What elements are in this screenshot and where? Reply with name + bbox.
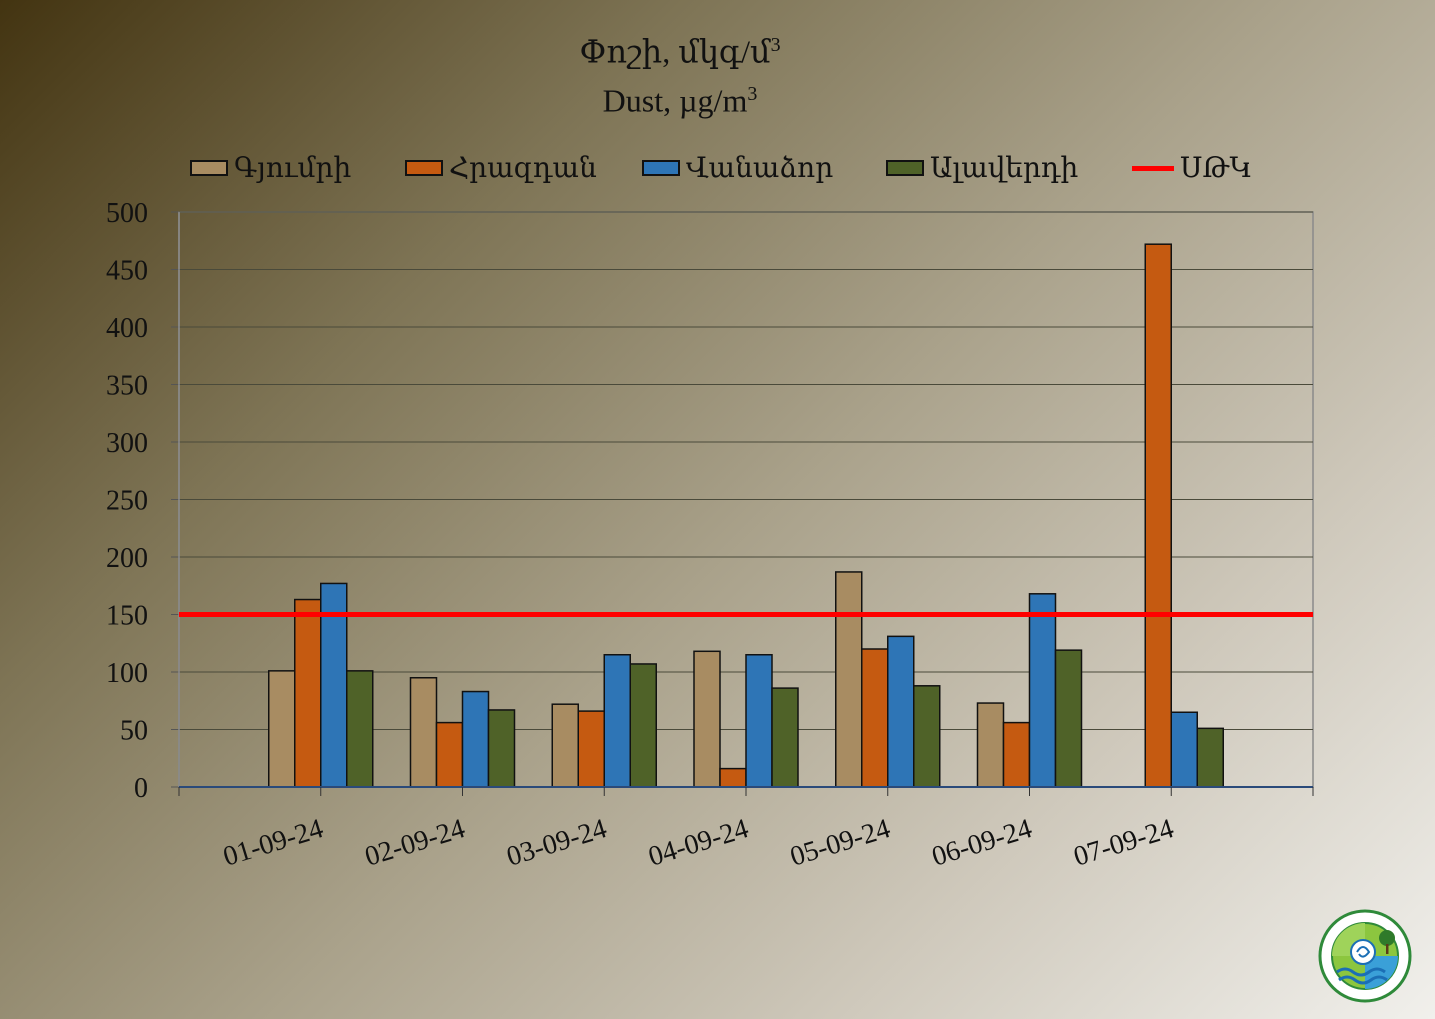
- y-tick-label: 350: [106, 371, 148, 402]
- legend-item-alaverdi: Ալավերդի: [886, 150, 1078, 186]
- bar: [913, 685, 941, 788]
- chart-title-armenian: Փոշի, մկգ/մ3: [579, 33, 781, 70]
- y-tick-label: 200: [106, 543, 148, 574]
- x-tick-label: 06-09-24: [928, 813, 1035, 873]
- bar: [409, 677, 438, 788]
- bar: [719, 767, 747, 788]
- chart-title-english: Dust, µg/m3: [602, 82, 758, 119]
- x-tick-label: 05-09-24: [787, 813, 894, 873]
- bar: [745, 654, 773, 788]
- bar: [887, 635, 915, 788]
- bar: [1002, 721, 1031, 788]
- x-tick-label: 03-09-24: [503, 813, 610, 873]
- bar: [346, 670, 374, 788]
- bar: [435, 721, 464, 788]
- bar: [461, 690, 490, 788]
- bar: [693, 650, 721, 788]
- bar: [861, 648, 889, 788]
- y-tick-label: 250: [106, 486, 148, 517]
- bar: [268, 670, 296, 788]
- x-tick-label: 01-09-24: [220, 813, 327, 873]
- bar: [487, 709, 516, 788]
- bar: [551, 703, 579, 788]
- legend-label-alaverdi: Ալավերդի: [930, 153, 1079, 184]
- legend-label-limit: ՍԹԿ: [1180, 153, 1252, 184]
- legend-label-gyumri: Գյումրի: [234, 153, 352, 184]
- bar: [629, 663, 657, 788]
- bar: [603, 654, 631, 788]
- x-tick-label: 02-09-24: [361, 813, 468, 873]
- chart-legend: Գյումրի Հրազդան Վանաձոր Ալավերդի ՍԹԿ: [0, 150, 1435, 186]
- legend-label-vanadzor: Վանաձոր: [686, 153, 834, 184]
- monitoring-center-logo: [1318, 909, 1412, 1003]
- bar: [1170, 711, 1198, 788]
- bar: [294, 598, 322, 788]
- legend-swatch-alaverdi: [886, 160, 924, 176]
- y-tick-label: 300: [106, 428, 148, 459]
- y-tick-label: 50: [120, 716, 148, 747]
- legend-item-hrazdan: Հրազդան: [405, 150, 597, 186]
- legend-item-vanadzor: Վանաձոր: [642, 150, 833, 186]
- bar: [976, 702, 1005, 788]
- y-tick-label: 0: [134, 773, 148, 804]
- legend-swatch-gyumri: [190, 160, 228, 176]
- bar: [771, 687, 799, 788]
- legend-item-limit: ՍԹԿ: [1132, 150, 1252, 186]
- y-tick-label: 500: [106, 198, 148, 229]
- y-tick-label: 400: [106, 313, 148, 344]
- chart-title: Փոշի, մկգ/մ3 Dust, µg/m3: [480, 24, 880, 121]
- y-tick-label: 150: [106, 601, 148, 632]
- legend-swatch-hrazdan: [405, 160, 443, 176]
- legend-item-gyumri: Գյումրի: [190, 150, 351, 186]
- legend-swatch-vanadzor: [642, 160, 680, 176]
- bar: [1054, 649, 1083, 788]
- bar: [320, 582, 348, 788]
- legend-line-limit: [1132, 165, 1174, 171]
- legend-label-hrazdan: Հրազդան: [449, 153, 597, 184]
- bar: [1028, 593, 1057, 788]
- x-tick-label: 04-09-24: [645, 813, 752, 873]
- y-tick-label: 450: [106, 256, 148, 287]
- bar: [577, 710, 605, 788]
- bar: [835, 571, 863, 788]
- y-tick-label: 100: [106, 658, 148, 689]
- x-tick-label: 07-09-24: [1070, 813, 1177, 873]
- bar: [1144, 243, 1172, 788]
- bar: [1196, 727, 1224, 788]
